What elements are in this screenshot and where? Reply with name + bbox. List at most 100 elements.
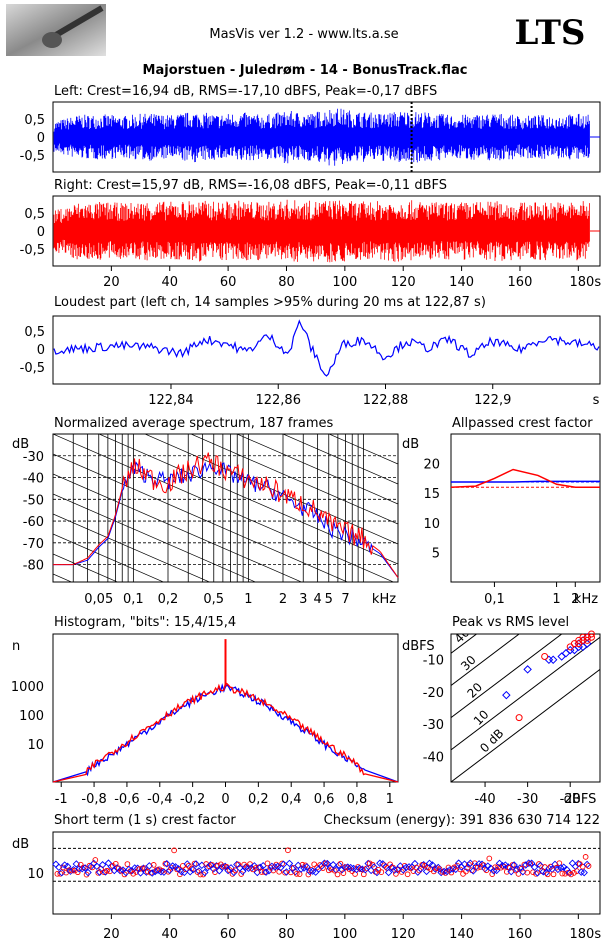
right-waveform-trace: [53, 199, 600, 263]
histogram-right-trace: [52, 681, 399, 783]
y-tick-label: -80: [23, 559, 44, 574]
left-point: [171, 863, 180, 871]
x-tick-label: 122,9: [474, 393, 511, 408]
histogram-plot: [52, 633, 399, 783]
x-tick-label: 160: [508, 275, 533, 290]
peak-vs-rms-xunit: dBFS: [564, 792, 597, 807]
left-point: [253, 868, 262, 877]
short-term-crest-ylabel: dB: [12, 837, 29, 852]
left-point: [570, 645, 579, 655]
x-tick-label: 20: [103, 927, 120, 942]
left-point: [163, 859, 171, 868]
x-tick-label: 0,05: [84, 592, 113, 607]
right-point: [556, 860, 563, 867]
right-point: [171, 847, 177, 854]
x-tick-label: 0,4: [281, 792, 302, 807]
left-point: [98, 861, 107, 869]
left-point: [282, 868, 291, 876]
right-point: [550, 871, 557, 878]
left-point: [370, 863, 378, 871]
right-point: [466, 861, 472, 868]
lts-logo: LTS: [515, 13, 586, 53]
left-point: [568, 859, 577, 868]
right-point: [515, 871, 522, 877]
left-point: [203, 863, 212, 872]
x-tick-label: -0,6: [114, 792, 139, 807]
right-point: [492, 864, 498, 871]
left-point: [256, 863, 264, 872]
left-point: [60, 861, 69, 869]
right-point: [229, 871, 236, 877]
right-point: [92, 857, 99, 863]
x-tick-label: 80: [278, 275, 295, 290]
left-point: [574, 859, 583, 868]
right-point: [515, 714, 523, 722]
y-tick-label: 0,5: [24, 113, 45, 128]
x-tick-label: 1: [552, 592, 560, 607]
peak-vs-rms-ylabel: dBFS: [402, 639, 435, 654]
y-tick-label: 0: [37, 225, 45, 240]
left-point: [206, 861, 215, 869]
slope-line: [53, 473, 303, 582]
left-point: [548, 655, 558, 664]
slope-line: [190, 434, 398, 525]
short-term-crest-title: Short term (1 s) crest factor: [54, 813, 236, 828]
histogram-title: Histogram, "bits": 15,4/15,4: [54, 615, 236, 630]
left-point: [523, 665, 532, 674]
short-term-crest-reference: [53, 847, 600, 882]
y-tick-label: 10: [27, 867, 44, 882]
left-point: [396, 862, 405, 870]
left-point: [125, 865, 133, 874]
left-point: [174, 865, 183, 873]
left-point: [308, 867, 317, 875]
y-tick-label: -20: [423, 686, 444, 701]
slope-line: [53, 614, 398, 764]
left-point: [180, 868, 189, 877]
right-point: [582, 854, 589, 860]
y-tick-label: -10: [423, 654, 444, 669]
right-point: [197, 871, 204, 878]
left-point: [580, 868, 588, 877]
left-point: [446, 866, 454, 874]
left-point: [238, 867, 247, 876]
peak-vs-rms-yaxis: -10 -20 -30 -40: [423, 654, 444, 766]
left-point: [561, 649, 571, 658]
left-point: [557, 652, 566, 661]
x-tick-label: -0,4: [147, 792, 172, 807]
spectrum-title: Normalized average spectrum, 187 frames: [54, 416, 333, 431]
left-point: [373, 868, 381, 877]
left-point: [113, 864, 121, 872]
diagonal-label: 20: [465, 680, 486, 701]
right-point: [363, 865, 370, 872]
left-point: [502, 690, 511, 700]
waveform-samples: [53, 199, 590, 263]
slope-line: [236, 434, 398, 505]
left-point: [565, 869, 574, 877]
short-term-crest-xaxis: 20 40 60 80 100 120 140 160 180s: [103, 914, 601, 942]
x-tick-label: 122,86: [255, 393, 301, 408]
left-waveform-title: Left: Crest=16,94 dB, RMS=-17,10 dBFS, P…: [54, 84, 437, 99]
x-tick-label: 0,5: [203, 592, 224, 607]
left-waveform-trace: [53, 108, 600, 166]
x-tick-label: 2: [571, 592, 579, 607]
x-tick-label: 1: [244, 592, 252, 607]
peak-vs-rms-title: Peak vs RMS level: [452, 615, 569, 630]
y-tick-label: 1000: [11, 680, 44, 695]
diagonal-label: 10: [471, 707, 492, 728]
right-point: [162, 860, 169, 867]
right-point: [334, 871, 341, 878]
y-tick-label: 100: [19, 709, 44, 724]
right-point: [568, 871, 574, 878]
left-point: [542, 869, 550, 877]
slope-line: [53, 533, 165, 582]
left-point: [151, 867, 159, 876]
diagonal-line: [451, 636, 600, 751]
spectrum-yaxis: -30 -40 -50 -60 -70 -80: [23, 450, 44, 574]
x-tick-label: 0: [221, 792, 229, 807]
left-point: [530, 863, 539, 871]
x-tick-label: 0,2: [248, 792, 269, 807]
loudest-part-plot: [52, 315, 601, 385]
loudest-part-title: Loudest part (left ch, 14 samples >95% d…: [54, 295, 486, 310]
left-point: [160, 868, 168, 876]
right-point: [165, 868, 172, 875]
